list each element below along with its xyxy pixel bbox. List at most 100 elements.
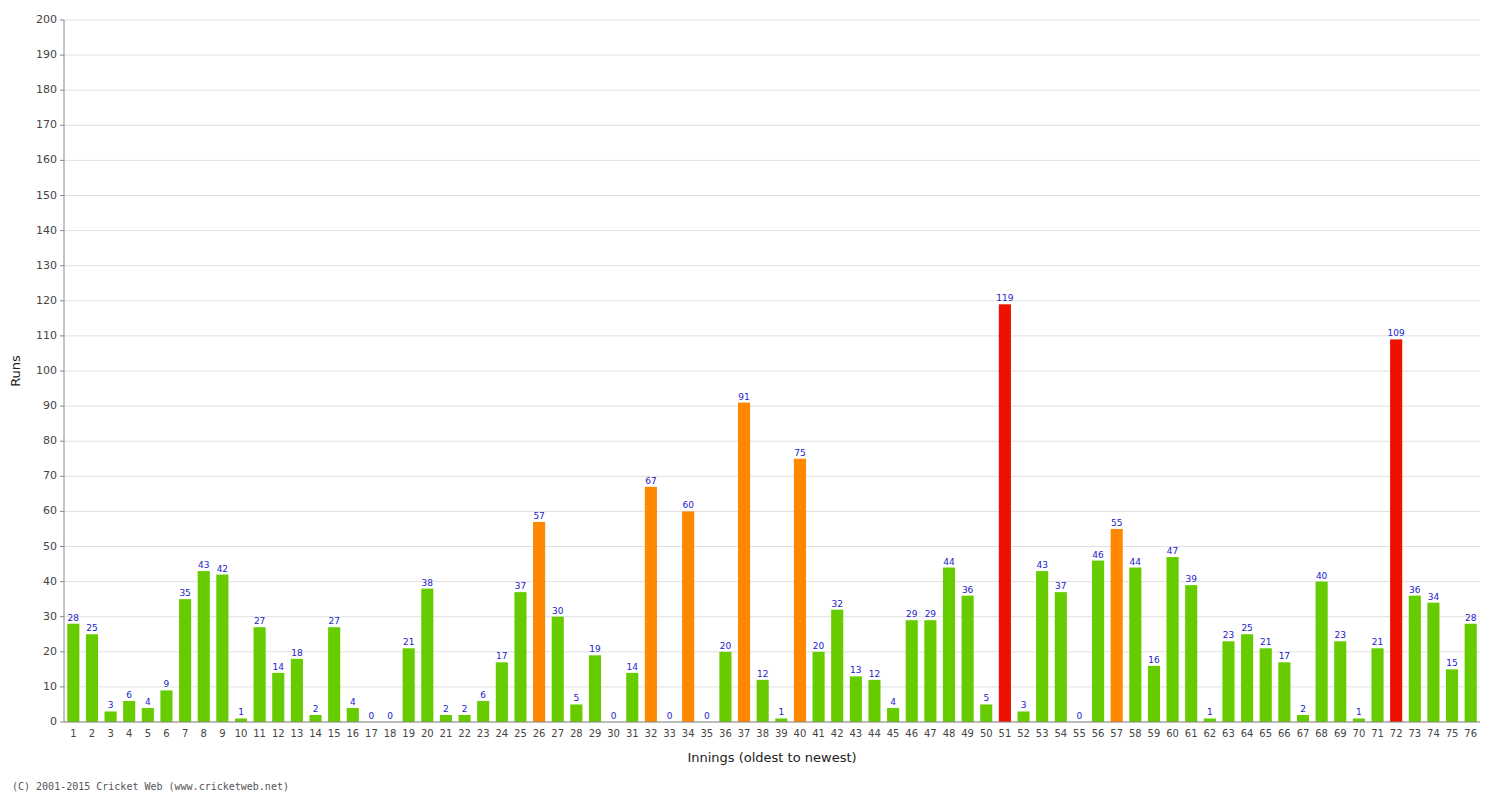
bar: [235, 718, 247, 722]
data-label: 12: [869, 669, 880, 679]
data-label: 4: [350, 697, 356, 707]
data-label: 29: [925, 609, 937, 619]
data-label: 0: [1077, 711, 1083, 721]
bar: [179, 599, 191, 722]
y-tick: [60, 441, 64, 442]
x-tick-label: 11: [253, 728, 266, 739]
data-label: 17: [1279, 651, 1290, 661]
x-tick-label: 21: [440, 728, 453, 739]
data-label: 44: [1130, 557, 1142, 567]
x-tick-label: 63: [1222, 728, 1235, 739]
x-tick-label: 19: [402, 728, 415, 739]
data-label: 5: [574, 693, 580, 703]
data-label: 47: [1167, 546, 1178, 556]
bar: [1167, 557, 1179, 722]
data-label: 25: [86, 623, 97, 633]
bar: [440, 715, 452, 722]
y-tick-label: 140: [36, 224, 57, 237]
data-label: 27: [254, 616, 265, 626]
y-tick: [60, 265, 64, 266]
bar: [198, 571, 210, 722]
data-label: 23: [1223, 630, 1234, 640]
bars: [67, 304, 1476, 722]
bar: [980, 704, 992, 722]
x-tick-label: 24: [495, 728, 508, 739]
y-tick-label: 20: [43, 645, 57, 658]
data-label: 12: [757, 669, 768, 679]
x-tick-label: 20: [421, 728, 434, 739]
x-tick-label: 8: [201, 728, 207, 739]
bar: [962, 596, 974, 722]
x-tick-label: 34: [682, 728, 695, 739]
x-tick-label: 17: [365, 728, 378, 739]
x-tick-label: 73: [1408, 728, 1421, 739]
bar: [1260, 648, 1272, 722]
y-tick-label: 90: [43, 399, 57, 412]
y-tick-label: 40: [43, 575, 57, 588]
x-tick-label: 76: [1464, 728, 1477, 739]
y-tick: [60, 651, 64, 652]
grid-line: [64, 406, 1480, 407]
y-tick: [60, 511, 64, 512]
bar: [272, 673, 284, 722]
bar: [552, 617, 564, 722]
x-tick-label: 51: [999, 728, 1012, 739]
data-label: 15: [1446, 658, 1457, 668]
bar: [254, 627, 266, 722]
bar: [496, 662, 508, 722]
y-axis: 0102030405060708090100110120130140150160…: [36, 13, 64, 728]
bar: [906, 620, 918, 722]
x-tick-label: 53: [1036, 728, 1049, 739]
x-tick-label: 36: [719, 728, 732, 739]
bar: [1316, 582, 1328, 722]
x-tick-label: 25: [514, 728, 527, 739]
y-axis-line: [64, 20, 65, 722]
bar: [1017, 711, 1029, 722]
data-label: 109: [1388, 328, 1405, 338]
x-tick-label: 37: [738, 728, 751, 739]
x-tick-label: 13: [291, 728, 304, 739]
bar: [1222, 641, 1234, 722]
bar: [86, 634, 98, 722]
x-tick-label: 44: [868, 728, 881, 739]
bar: [1390, 339, 1402, 722]
data-label: 28: [1465, 613, 1477, 623]
data-label: 30: [552, 606, 564, 616]
chart: 0102030405060708090100110120130140150160…: [0, 0, 1500, 800]
data-label: 2: [462, 704, 468, 714]
data-label: 1: [238, 707, 244, 717]
data-label: 23: [1335, 630, 1346, 640]
x-tick-label: 33: [663, 728, 676, 739]
y-tick-label: 60: [43, 504, 57, 517]
y-tick: [60, 406, 64, 407]
data-label: 55: [1111, 518, 1122, 528]
bar: [216, 575, 228, 722]
x-tick-label: 28: [570, 728, 583, 739]
data-label: 32: [831, 599, 842, 609]
bar: [1036, 571, 1048, 722]
x-tick-label: 35: [700, 728, 713, 739]
x-tick-label: 75: [1446, 728, 1459, 739]
x-tick-label: 56: [1092, 728, 1105, 739]
x-tick-label: 65: [1259, 728, 1272, 739]
y-tick: [60, 476, 64, 477]
x-tick-label: 1: [70, 728, 76, 739]
x-tick-label: 59: [1148, 728, 1161, 739]
bar: [291, 659, 303, 722]
grid-line: [64, 546, 1480, 547]
data-label: 17: [496, 651, 507, 661]
bar: [719, 652, 731, 722]
data-label: 21: [403, 637, 414, 647]
grid-line: [64, 160, 1480, 161]
bar: [1111, 529, 1123, 722]
x-tick-label: 66: [1278, 728, 1291, 739]
bar: [1055, 592, 1067, 722]
grid-line: [64, 20, 1480, 21]
bar: [887, 708, 899, 722]
data-label: 34: [1428, 592, 1440, 602]
x-tick-label: 71: [1371, 728, 1384, 739]
x-tick-label: 54: [1054, 728, 1067, 739]
y-tick-label: 170: [36, 118, 57, 131]
x-tick-label: 30: [607, 728, 620, 739]
bar: [1371, 648, 1383, 722]
